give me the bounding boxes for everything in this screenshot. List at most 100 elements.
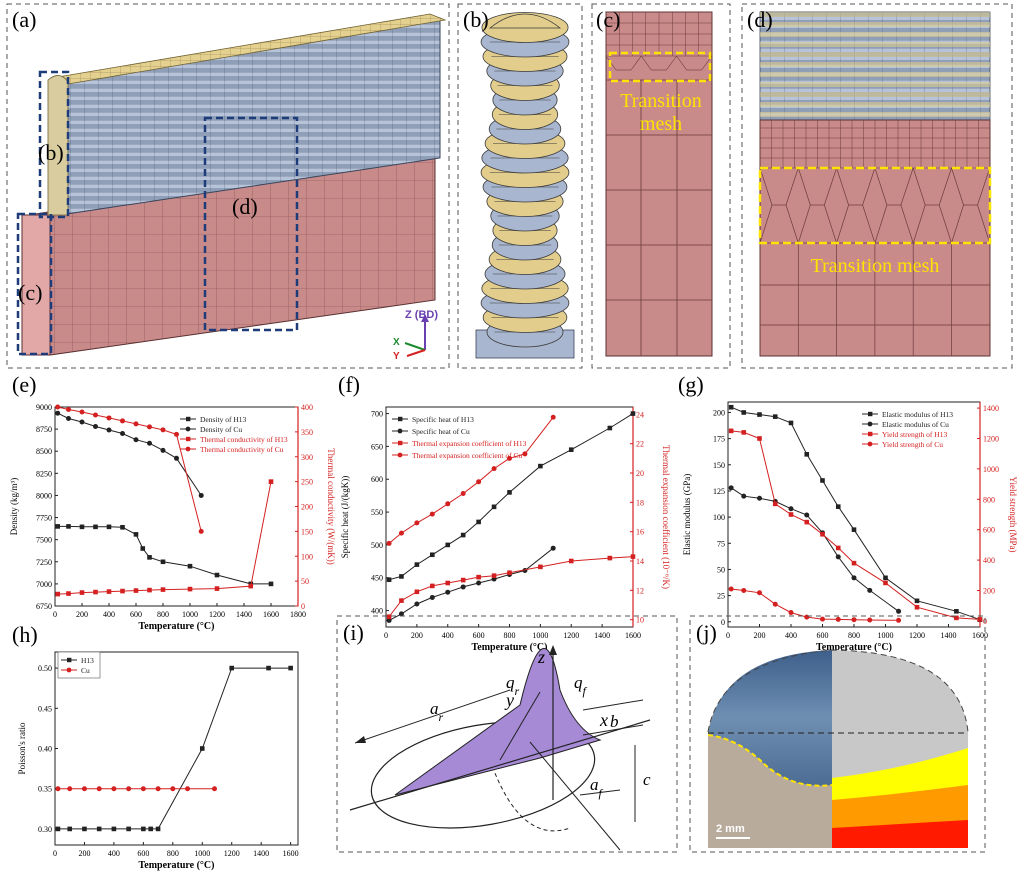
data-point [214,586,220,591]
x-tick-label: 200 [411,631,423,640]
data-point [522,451,528,457]
chart-e: 0 200 400 600 800 1000 1200 1400 1600 18006750700… [9,372,336,632]
x-tick-label: 800 [848,631,860,640]
data-point [476,519,481,525]
legend-entry: Elastic modulus of H13 [882,410,953,419]
data-point [55,826,61,832]
data-point [67,826,73,832]
dim-b-bottom [582,724,644,736]
legend-entry: Density of Cu [200,425,242,434]
y-tick-label: 450 [371,574,383,583]
data-point [741,588,747,594]
mesh-line [951,204,964,244]
data-point [66,406,71,412]
layer-band [760,102,990,107]
x-tick-label: 0 [53,849,57,858]
data-point [414,601,420,607]
legend-entry: Specific heat of Cu [412,427,470,436]
legend-entry: H13 [81,656,94,665]
mesh-line [938,204,952,244]
x-tick-label: 0 [384,631,388,640]
data-point [268,581,274,587]
data-point [757,412,762,417]
panel-a-label: (a) [12,7,36,32]
y-tick-label: 7750 [36,514,52,523]
data-point [229,665,235,671]
data-point [399,574,404,579]
x-tick-label: 400 [785,631,797,640]
data-point [414,520,420,526]
bead-outline [707,649,969,733]
y2-tick-label: 24 [636,410,644,419]
x-tick-label: 1000 [532,631,548,640]
data-point [757,495,762,501]
data-point [954,615,959,621]
x-tick-label: 0 [53,610,57,619]
data-point [728,428,734,434]
legend-entry: Elastic modulus of Cu [882,420,949,429]
data-point [386,614,392,620]
y2-tick-label: 20 [636,469,644,478]
y2-axis-label: Thermal conductivity (W/(mK)) [326,448,336,564]
panel-b: (b) [457,3,583,369]
y-tick-label: 6750 [36,602,52,611]
panel-label: (f) [338,372,360,397]
y-tick-label: 7000 [36,580,52,589]
legend-swatch-marker [397,452,403,458]
bead-stack [480,12,570,348]
symbol-ar: ar [430,699,444,724]
data-point [851,575,857,581]
y2-tick-label: 0 [301,602,305,611]
x-tick-label: 200 [78,849,90,858]
substrate-front [21,214,51,356]
mesh-line [797,167,811,206]
data-point [96,826,102,832]
panel-c-border [591,3,731,369]
mesh-line [630,55,642,71]
y2-tick-label: 12 [636,586,644,595]
data-point [133,437,139,443]
mesh-line [951,167,964,206]
data-point [804,519,810,525]
transition-label-c-2: mesh [640,113,682,135]
y-tick-label: 0.40 [38,745,52,754]
data-point [133,421,139,427]
mesh-line [836,167,849,206]
layer-band [760,52,990,57]
y-tick-label: 7500 [36,536,52,545]
legend-swatch-marker [867,421,873,427]
mesh-line [676,55,687,71]
mesh-line [862,167,876,206]
x-tick-label: 1600 [263,610,279,619]
data-point [851,617,857,623]
legend-entry: Thermal expansion coefficient of Cu [412,451,522,460]
mesh-line [977,167,991,206]
data-point [883,580,888,586]
layer-band [760,72,990,77]
x-axis-label: Temperature (°C) [139,621,215,632]
mesh-line [900,204,914,244]
axis-y-label: Y [393,351,400,362]
data-point [120,524,125,530]
data-point [248,583,254,589]
legend-swatch-marker [186,416,191,422]
y2-tick-label: 150 [301,527,313,536]
data-point [835,545,841,551]
layer-band [760,82,990,87]
y2-tick-label: 10 [636,616,644,625]
data-point [160,559,166,565]
data-point [757,590,762,596]
data-point [538,564,543,570]
legend-box [57,651,101,679]
data-point [788,610,794,616]
y-tick-label: 0.50 [38,664,52,673]
legend-entry: Cu [81,666,90,675]
chart-f: 0 200 400 600 800 1000 1200 1400 1600 400 450 500 55… [338,372,671,653]
data-point [55,524,60,529]
panel-c-label: (c) [596,7,620,32]
data-point [883,575,888,581]
y2-axis-label: Yield strength (MPa) [1008,477,1018,553]
data-point [398,611,404,617]
data-point [460,491,466,497]
